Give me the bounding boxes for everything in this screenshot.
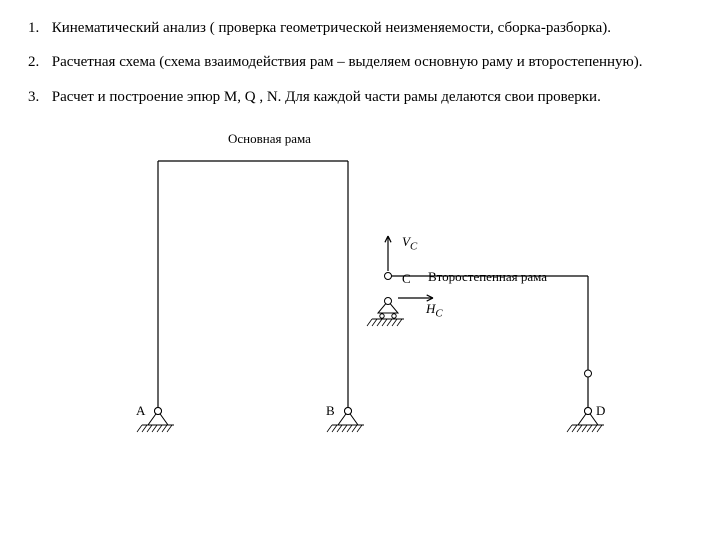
label-Vc: VC	[402, 234, 417, 253]
label-C: C	[402, 271, 411, 287]
frame-diagram	[28, 121, 692, 441]
item2-text: Расчетная схема (схема взаимодействия ра…	[52, 54, 643, 70]
item1-text: Кинематический анализ ( проверка геометр…	[52, 20, 611, 36]
list-item: 1. Кинематический анализ ( проверка геом…	[28, 18, 692, 38]
label-main-frame: Основная рама	[228, 131, 311, 147]
list-item: 2. Расчетная схема (схема взаимодействия…	[28, 52, 692, 72]
list-number: 1.	[28, 18, 48, 38]
label-D: D	[596, 403, 605, 419]
label-A: A	[136, 403, 145, 419]
list-number: 3.	[28, 87, 48, 107]
list-item: 3. Расчет и построение эпюр M, Q , N. Дл…	[28, 87, 692, 107]
label-Hc: HC	[426, 301, 443, 320]
label-B: B	[326, 403, 335, 419]
label-secondary-frame: Второстепенная рама	[428, 269, 547, 285]
item3-text: Расчет и построение эпюр M, Q , N. Для к…	[52, 89, 601, 105]
diagram-area: Основная рама Второстепенная рама A B C …	[28, 121, 692, 441]
list-number: 2.	[28, 52, 48, 72]
